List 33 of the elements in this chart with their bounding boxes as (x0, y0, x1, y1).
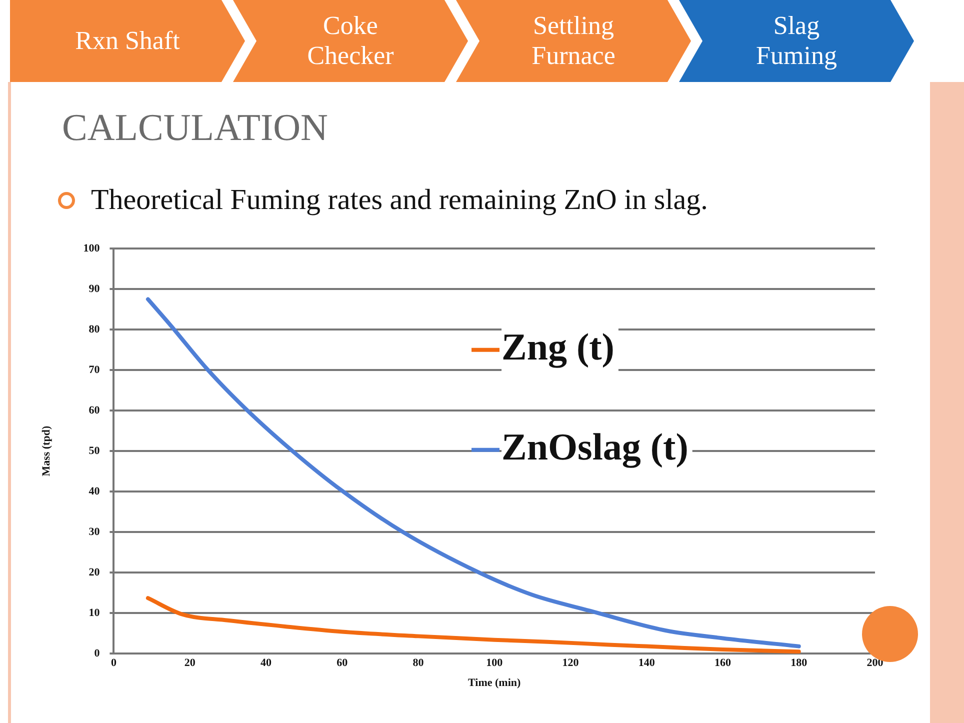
x-tick-label: 160 (714, 657, 732, 670)
x-tick-label: 0 (110, 657, 117, 670)
y-tick-label: 40 (88, 485, 100, 498)
legend-label: Zng (t) (502, 326, 614, 369)
y-tick-label: 0 (94, 647, 100, 660)
x-tick-label: 100 (486, 657, 504, 670)
x-tick-label: 140 (638, 657, 656, 670)
line-series (146, 297, 801, 648)
y-tick-label: 70 (88, 364, 100, 376)
x-tick-label: 20 (184, 657, 196, 670)
y-axis-title: Mass (tpd) (40, 426, 52, 476)
y-tick-label: 60 (88, 404, 100, 416)
text: Coke Checker (306, 11, 395, 71)
y-tick-label: 20 (88, 566, 100, 578)
x-tick-label: 180 (790, 657, 808, 670)
x-tick-label: 60 (336, 657, 348, 670)
y-tick-label: 80 (88, 323, 100, 336)
text: Slag Fuming (755, 11, 838, 71)
x-tick-label: 40 (260, 657, 272, 670)
x-axis-title: Time (min) (468, 677, 522, 690)
chart-subtitle: Theoretical Fuming rates and remaining ZnO in slag. (91, 184, 708, 217)
y-tick-label: 90 (88, 282, 100, 295)
y-tick-label: 50 (88, 444, 100, 457)
text: Rxn Shaft (74, 26, 181, 56)
y-tick-label: 10 (88, 606, 100, 619)
text: Settling Furnace (530, 11, 616, 71)
y-tick-label: 100 (83, 242, 100, 254)
legend-label: ZnOslag (t) (502, 426, 688, 469)
chart-title: CALCULATION (62, 106, 328, 150)
x-tick-label: 120 (562, 657, 580, 670)
x-tick-label: 80 (412, 657, 424, 670)
y-tick-label: 30 (88, 526, 100, 538)
line-series (146, 596, 801, 654)
